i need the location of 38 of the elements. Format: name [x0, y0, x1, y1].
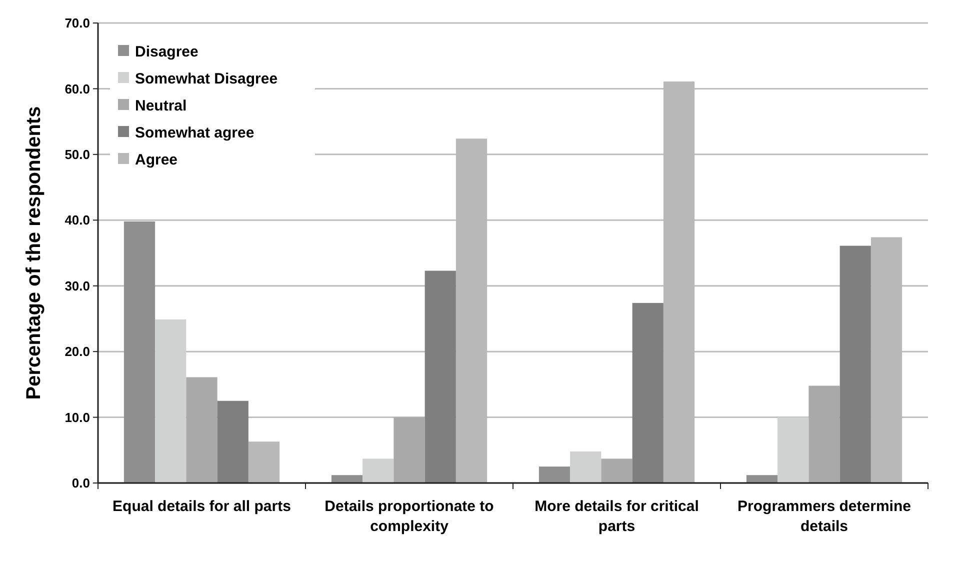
y-tick-label: 40.0 [64, 212, 90, 228]
legend-label: Somewhat Disagree [135, 70, 278, 88]
category-label: More details for critical [534, 498, 699, 515]
y-tick-label: 50.0 [64, 146, 90, 162]
bar [155, 319, 186, 483]
bar [362, 458, 394, 483]
y-tick-label: 70.0 [64, 16, 90, 31]
category-label: parts [598, 518, 636, 535]
bar [538, 466, 570, 483]
y-tick-label: 20.0 [64, 344, 90, 360]
bar [394, 417, 425, 483]
category-label: Equal details for all parts [112, 498, 291, 515]
bar [217, 400, 248, 483]
y-axis-title: Percentage of the respondents [23, 106, 45, 400]
bar [248, 442, 280, 483]
legend-label: Somewhat agree [135, 124, 254, 142]
bar [124, 221, 156, 483]
y-tick-label: 60.0 [64, 81, 90, 96]
bar [570, 451, 602, 483]
bar [632, 302, 664, 483]
y-tick-label: 10.0 [64, 410, 90, 425]
category-label: Details proportionate to [324, 498, 494, 515]
y-tick-label: 30.0 [64, 278, 90, 294]
bar [186, 377, 218, 483]
y-tick-label: 0.0 [72, 476, 90, 491]
category-label: Programmers determine [738, 498, 911, 515]
bar [601, 458, 632, 483]
bar [808, 386, 840, 483]
legend-label: Neutral [135, 97, 187, 114]
category-label: details [800, 518, 848, 535]
bar [778, 417, 809, 483]
bar [331, 475, 363, 483]
bar [424, 270, 456, 483]
bar [746, 475, 778, 483]
legend-label: Disagree [135, 43, 198, 60]
legend-label: Agree [135, 151, 178, 168]
bar [840, 246, 871, 483]
category-label: complexity [370, 518, 448, 535]
